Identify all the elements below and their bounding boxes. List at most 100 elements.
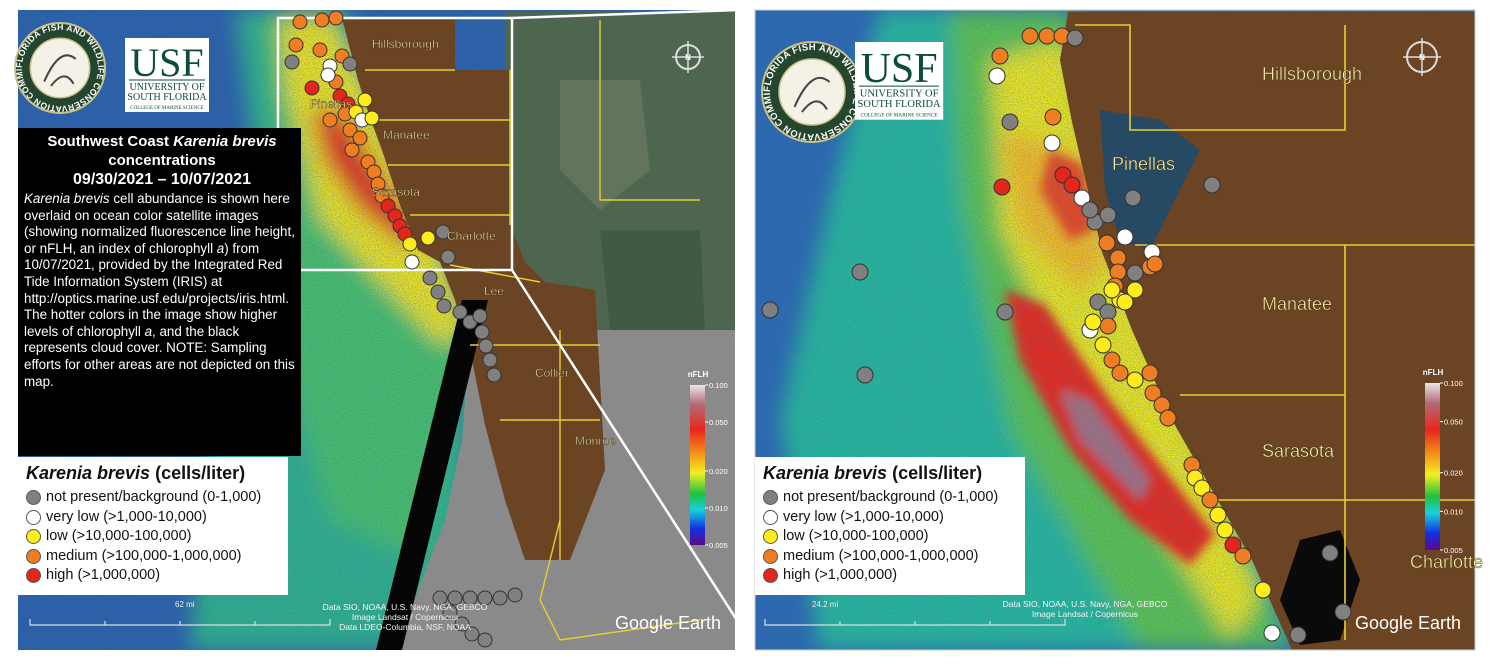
sample-site [284, 54, 300, 70]
sample-site [440, 249, 456, 265]
seal-center [778, 58, 846, 126]
sample-site [472, 308, 488, 324]
sample-site [292, 14, 308, 30]
usf-logo-bg [125, 38, 209, 112]
scale-bar [764, 619, 1066, 626]
sample-site [1201, 491, 1219, 509]
sample-site [1103, 351, 1121, 369]
sample-site [1334, 603, 1352, 621]
legend-label: not present/background (0-1,000) [783, 489, 999, 505]
google-earth: Google Earth [1355, 613, 1461, 633]
seal-bird [43, 54, 77, 87]
usf-logo-bg [855, 42, 944, 120]
sample-site [1098, 234, 1116, 252]
legend-label: medium (>100,000-1,000,000) [783, 547, 979, 564]
title-dates: 09/30/2021 – 10/07/2021 [73, 171, 251, 188]
usf-name: SOUTH FLORIDA [127, 92, 207, 103]
sample-site [477, 590, 493, 606]
legend-item: not present/background (0-1,000) [26, 488, 280, 508]
info-box [18, 128, 301, 456]
legend-marker [763, 529, 778, 545]
sample-site [1066, 29, 1084, 47]
legend-label: medium (>100,000-1,000,000) [46, 547, 242, 564]
sample-site [761, 301, 779, 319]
colorbar-tick-label: 0.100 [709, 381, 728, 390]
legend-label: low (>10,000-100,000) [46, 528, 192, 544]
sample-site [352, 130, 368, 146]
legend-label: high (>1,000,000) [46, 567, 161, 583]
legend-item: very low (>1,000-10,000) [763, 508, 1017, 528]
sample-site [993, 178, 1011, 196]
sample-site [422, 270, 438, 286]
legend-marker [763, 568, 778, 584]
county-label: Hillsborough [372, 37, 439, 51]
legend-marker [26, 509, 41, 525]
seal-center [29, 37, 91, 99]
sample-site [492, 590, 508, 606]
sample-site [856, 366, 874, 384]
legend-item: low (>10,000-100,000) [26, 527, 280, 547]
usf-name: COLLEGE OF MARINE SCIENCE [861, 113, 938, 119]
attribution: Data LDEO-Columbia, NSF, NOAA [339, 622, 471, 632]
legend-item: medium (>100,000-1,000,000) [763, 547, 1017, 567]
sample-site [357, 92, 373, 108]
legend-title-unit: (cells/liter) [155, 463, 246, 483]
sample-site [342, 122, 358, 138]
compass-label: N [1419, 53, 1425, 62]
sample-site [430, 284, 446, 300]
colorbar-tick-label: 0.020 [709, 467, 728, 476]
legend-item: high (>1,000,000) [26, 566, 280, 586]
sample-site [1021, 27, 1039, 45]
county-label: Sarasota [1262, 441, 1335, 461]
panel-frame [754, 9, 1476, 651]
sample-site [1216, 521, 1234, 539]
attribution: Data SIO, NOAA, U.S. Navy, NGA, GEBCO [323, 602, 488, 612]
county-label: Pinellas [1112, 154, 1175, 174]
sample-site [1044, 108, 1062, 126]
sample-site [478, 338, 494, 354]
legend-item: medium (>100,000-1,000,000) [26, 547, 280, 567]
legend-label: high (>1,000,000) [783, 567, 898, 583]
description-text: a [144, 323, 153, 339]
left-map [18, 10, 735, 650]
county-label: Charlotte [447, 229, 496, 243]
sample-site [486, 367, 502, 383]
attribution: Data SIO, NOAA, U.S. Navy, NGA, GEBCO [1003, 599, 1168, 609]
sample-sites [761, 27, 1352, 644]
legend-marker [763, 509, 778, 525]
sample-site [442, 604, 458, 620]
legend-item: not present/background (0-1,000) [763, 488, 1017, 508]
scale-label: 62 mi [175, 600, 195, 609]
sample-site [1254, 581, 1272, 599]
sample-site [1043, 134, 1061, 152]
sample-site [1124, 189, 1142, 207]
sample-site [1116, 293, 1134, 311]
usf-logo: USF [861, 46, 938, 92]
land-imagery-patch [560, 80, 650, 210]
attribution: Image Landsat / Copernicus [1032, 609, 1138, 619]
legend-label: not present/background (0-1,000) [46, 489, 262, 505]
sample-site [1289, 626, 1307, 644]
sample-site [477, 632, 493, 648]
description-text: , and the black represents cloud cover. … [24, 323, 295, 389]
sample-site [288, 37, 304, 53]
title-text: concentrations [108, 152, 216, 169]
sample-site [320, 67, 336, 83]
colorbar-tick-label: 0.010 [709, 504, 728, 513]
sample-site [1321, 544, 1339, 562]
sample-site [1063, 176, 1081, 194]
sample-site [996, 303, 1014, 321]
sample-site [1126, 281, 1144, 299]
county-label: Lee [484, 284, 504, 298]
county-label: Manatee [383, 128, 430, 142]
land-counties [342, 18, 605, 560]
compass-needle [1403, 38, 1441, 76]
sample-site [464, 626, 480, 642]
cloud-cover [376, 300, 488, 650]
description-text: a [216, 240, 225, 256]
sample-site [1103, 281, 1121, 299]
usf-name: UNIVERSITY OF [860, 89, 939, 100]
sample-site [344, 142, 360, 158]
sample-site [482, 352, 498, 368]
